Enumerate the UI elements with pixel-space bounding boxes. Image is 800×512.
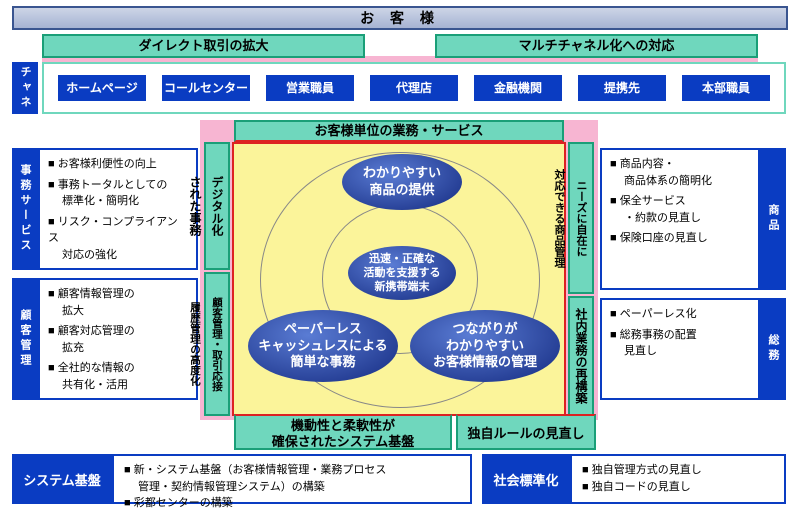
strategy-row: ダイレクト取引の拡大 マルチチャネル化への対応 xyxy=(42,34,758,58)
right-box-2: ■ ペーパーレス化 ■ 総務事務の配置 見直し xyxy=(600,298,760,400)
li: ■ 保険口座の見直し xyxy=(610,230,750,247)
footer-left: システム基盤 ■ 新・システム基盤（お客様情報管理・業務プロセス 管理・契約情報… xyxy=(12,454,472,504)
li: ■ 新・システム基盤（お客様情報管理・業務プロセス 管理・契約情報管理システム）… xyxy=(124,462,460,495)
li: ■ 商品内容・ 商品体系の簡明化 xyxy=(610,156,750,189)
right-label-2: 総務 xyxy=(760,298,786,400)
ellipse-center: 迅速・正確な 活動を支援する 新携帯端末 xyxy=(348,246,456,300)
foot-box-standard: ■ 独自管理方式の見直し ■ 独自コードの見直し xyxy=(570,454,786,504)
ellipse-left: ペーパーレス キャッシュレスによる 簡単な事務 xyxy=(248,310,398,382)
bottom-green-left: 機動性と柔軟性が 確保されたシステム基盤 xyxy=(234,414,452,450)
foot-box-system: ■ 新・システム基盤（お客様情報管理・業務プロセス 管理・契約情報管理システム）… xyxy=(112,454,472,504)
channel-side-label: チャネル xyxy=(12,62,38,114)
ellipse-top: わかりやすい 商品の提供 xyxy=(342,154,462,210)
foot-label-system: システム基盤 xyxy=(12,454,112,504)
green-vert-left-top: デジタル化 された事務 xyxy=(204,142,230,270)
middle-region: 事務サービス ■ お客様利便性の向上 ■ 事務トータルとしての 標準化・簡明化 … xyxy=(12,142,788,416)
channel-financial: 金融機関 xyxy=(474,75,562,101)
channel-callcenter: コールセンター xyxy=(162,75,250,101)
li: ■ 顧客対応管理の 拡充 xyxy=(48,323,188,356)
bottom-green-right: 独自ルールの見直し xyxy=(456,414,596,450)
li: ■ お客様利便性の向上 xyxy=(48,156,188,173)
li: ■ 事務トータルとしての 標準化・簡明化 xyxy=(48,177,188,210)
channel-hq: 本部職員 xyxy=(682,75,770,101)
green-vert-left-bottom: 顧客管理・取引応接 履歴管理の高度化 xyxy=(204,272,230,416)
left-label-2: 顧客管理 xyxy=(12,278,38,400)
left-label-1: 事務サービス xyxy=(12,148,38,270)
li: ■ リスク・コンプライアンス 対応の強化 xyxy=(48,214,188,264)
channel-homepage: ホームページ xyxy=(58,75,146,101)
strategy-multichannel: マルチチャネル化への対応 xyxy=(435,34,758,58)
li: ■ 全社的な情報の 共有化・活用 xyxy=(48,360,188,393)
li: ■ 独自管理方式の見直し xyxy=(582,462,774,479)
left-box-1: ■ お客様利便性の向上 ■ 事務トータルとしての 標準化・簡明化 ■ リスク・コ… xyxy=(38,148,198,270)
foot-label-standard: 社会標準化 xyxy=(482,454,570,504)
right-label-1: 商品 xyxy=(760,148,786,290)
channel-agency: 代理店 xyxy=(370,75,458,101)
channel-row: ホームページ コールセンター 営業職員 代理店 金融機関 提携先 本部職員 xyxy=(42,62,786,114)
channel-sales: 営業職員 xyxy=(266,75,354,101)
green-vert-right-top: ニーズに自在に 対応できる商品管理 xyxy=(568,142,594,294)
green-vert-right-bottom: 社内業務の再構築 xyxy=(568,296,594,416)
ellipse-right: つながりが わかりやすい お客様情報の管理 xyxy=(410,310,560,382)
right-box-1: ■ 商品内容・ 商品体系の簡明化 ■ 保全サービス ・約款の見直し ■ 保険口座… xyxy=(600,148,760,290)
channel-partner: 提携先 xyxy=(578,75,666,101)
left-box-2: ■ 顧客情報管理の 拡大 ■ 顧客対応管理の 拡充 ■ 全社的な情報の 共有化・… xyxy=(38,278,198,400)
strategy-direct: ダイレクト取引の拡大 xyxy=(42,34,365,58)
li: ■ 彩都センターの構築 xyxy=(124,495,460,512)
footer-right: 社会標準化 ■ 独自管理方式の見直し ■ 独自コードの見直し xyxy=(482,454,786,504)
service-title: お客様単位の業務・サービス xyxy=(234,120,564,142)
li: ■ ペーパーレス化 xyxy=(610,306,750,323)
li: ■ 顧客情報管理の 拡大 xyxy=(48,286,188,319)
li: ■ 独自コードの見直し xyxy=(582,479,774,496)
customer-header: お 客 様 xyxy=(12,6,788,30)
center-yellow-area: わかりやすい 商品の提供 迅速・正確な 活動を支援する 新携帯端末 ペーパーレス… xyxy=(232,142,566,416)
li: ■ 総務事務の配置 見直し xyxy=(610,327,750,360)
li: ■ 保全サービス ・約款の見直し xyxy=(610,193,750,226)
